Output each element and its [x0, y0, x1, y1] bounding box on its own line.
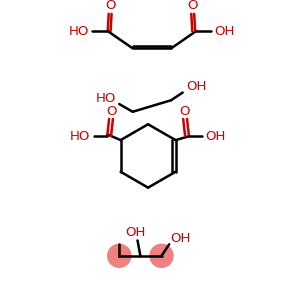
Text: OH: OH — [215, 25, 235, 38]
Text: O: O — [179, 105, 189, 118]
Text: HO: HO — [69, 25, 89, 38]
Text: O: O — [187, 0, 197, 12]
Circle shape — [108, 244, 131, 267]
Text: O: O — [107, 105, 117, 118]
Text: OH: OH — [206, 130, 226, 143]
Text: HO: HO — [96, 92, 116, 105]
Text: OH: OH — [186, 80, 206, 93]
Text: O: O — [105, 0, 116, 12]
Text: OH: OH — [170, 232, 191, 245]
Text: HO: HO — [70, 130, 91, 143]
Circle shape — [150, 244, 173, 267]
Text: OH: OH — [125, 226, 146, 239]
